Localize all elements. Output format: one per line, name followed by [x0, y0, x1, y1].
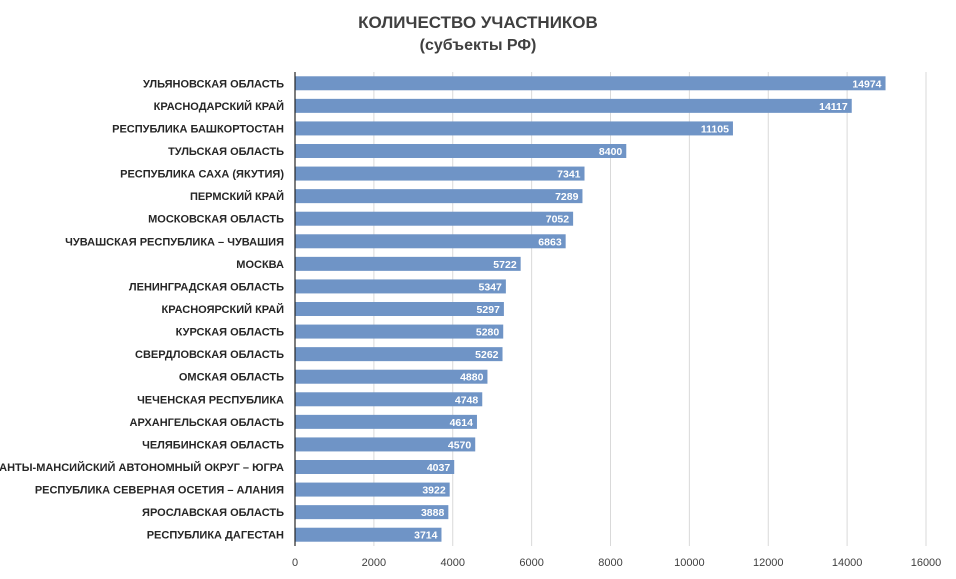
data-label: 3714: [414, 530, 438, 542]
category-label: МОСКВА: [236, 259, 284, 271]
category-labels: УЛЬЯНОВСКАЯ ОБЛАСТЬ КРАСНОДАРСКИЙ КРАЙ РЕС…: [0, 78, 284, 541]
data-label: 7052: [546, 214, 570, 226]
data-label: 4614: [450, 417, 474, 429]
data-label: 4037: [427, 462, 451, 474]
bar: [295, 144, 627, 158]
chart-subtitle: (субъекты РФ): [419, 37, 537, 54]
data-label: 5280: [476, 327, 500, 339]
bar: [295, 527, 442, 542]
category-label: АРХАНГЕЛЬСКАЯ ОБЛАСТЬ: [130, 417, 285, 429]
category-label: ЧУВАШСКАЯ РЕСПУБЛИКА – ЧУВАШИЯ: [65, 236, 284, 248]
bar: [295, 189, 583, 204]
bar: [295, 414, 477, 429]
category-label: ЛЕНИНГРАДСКАЯ ОБЛАСТЬ: [129, 281, 284, 293]
x-tick-label: 6000: [519, 557, 543, 569]
category-label: ПЕРМСКИЙ КРАЙ: [190, 190, 284, 203]
data-label: 14117: [819, 101, 848, 113]
data-label: 5347: [479, 281, 503, 293]
data-label: 5722: [493, 259, 517, 271]
category-label: ХАНТЫ-МАНСИЙСКИЙ АВТОНОМНЫЙ ОКРУГ – ЮГРА: [0, 461, 284, 474]
data-label: 5297: [477, 304, 501, 316]
category-label: УЛЬЯНОВСКАЯ ОБЛАСТЬ: [143, 78, 284, 90]
bar: [295, 279, 506, 294]
bar: [295, 324, 504, 339]
data-label: 7289: [555, 191, 579, 203]
data-label: 11105: [701, 123, 729, 135]
bars: [295, 76, 886, 542]
bar: [295, 369, 488, 384]
category-label: КУРСКАЯ ОБЛАСТЬ: [176, 327, 284, 339]
data-label: 14974: [852, 78, 881, 90]
x-tick-label: 14000: [832, 557, 863, 569]
x-tick-label: 8000: [598, 557, 622, 569]
chart-title: КОЛИЧЕСТВО УЧАСТНИКОВ: [358, 13, 598, 32]
x-tick-label: 10000: [674, 557, 705, 569]
category-label: ТУЛЬСКАЯ ОБЛАСТЬ: [168, 146, 284, 158]
bar: [295, 166, 585, 181]
bar: [295, 460, 455, 474]
bar: [295, 256, 521, 271]
data-label: 5262: [475, 349, 499, 361]
x-tick-label: 16000: [911, 557, 942, 569]
data-label: 7341: [557, 169, 581, 181]
bar: [295, 302, 504, 316]
bar: [295, 347, 503, 362]
bar: [295, 76, 886, 91]
x-tick-label: 0: [292, 557, 298, 569]
data-label: 3922: [422, 485, 446, 497]
x-tick-label: 12000: [753, 557, 784, 569]
data-label: 4570: [448, 439, 472, 451]
bar: [295, 392, 483, 407]
category-label: РЕСПУБЛИКА САХА (ЯКУТИЯ): [120, 169, 284, 181]
bar: [295, 211, 574, 226]
bar: [295, 437, 476, 452]
x-tick-labels: 0 2000 4000 6000 8000 10000 12000 14000 16000: [292, 557, 941, 569]
data-labels: 14974 14117 11105 8400 7341 7289 7052 6863 5722 5…: [414, 78, 882, 541]
category-label: ОМСКАЯ ОБЛАСТЬ: [179, 372, 284, 384]
category-label: РЕСПУБЛИКА ДАГЕСТАН: [147, 530, 284, 542]
bar: [295, 121, 733, 136]
bar: [295, 505, 449, 520]
data-label: 8400: [599, 146, 623, 158]
data-label: 6863: [538, 236, 562, 248]
data-label: 4748: [455, 394, 479, 406]
x-tick-label: 2000: [362, 557, 386, 569]
bar: [295, 482, 450, 497]
category-label: КРАСНОЯРСКИЙ КРАЙ: [162, 303, 285, 316]
data-label: 3888: [421, 507, 445, 519]
bar: [295, 234, 566, 249]
category-label: МОСКОВСКАЯ ОБЛАСТЬ: [148, 214, 284, 226]
x-tick-label: 4000: [441, 557, 465, 569]
category-label: ЧЕЧЕНСКАЯ РЕСПУБЛИКА: [137, 394, 284, 406]
category-label: ЯРОСЛАВСКАЯ ОБЛАСТЬ: [142, 507, 284, 519]
category-label: КРАСНОДАРСКИЙ КРАЙ: [154, 100, 284, 113]
category-label: ЧЕЛЯБИНСКАЯ ОБЛАСТЬ: [142, 439, 284, 451]
bar: [295, 98, 852, 113]
category-label: РЕСПУБЛИКА СЕВЕРНАЯ ОСЕТИЯ – АЛАНИЯ: [35, 485, 284, 497]
category-label: СВЕРДЛОВСКАЯ ОБЛАСТЬ: [135, 349, 284, 361]
data-label: 4880: [460, 372, 484, 384]
category-label: РЕСПУБЛИКА БАШКОРТОСТАН: [112, 123, 284, 135]
